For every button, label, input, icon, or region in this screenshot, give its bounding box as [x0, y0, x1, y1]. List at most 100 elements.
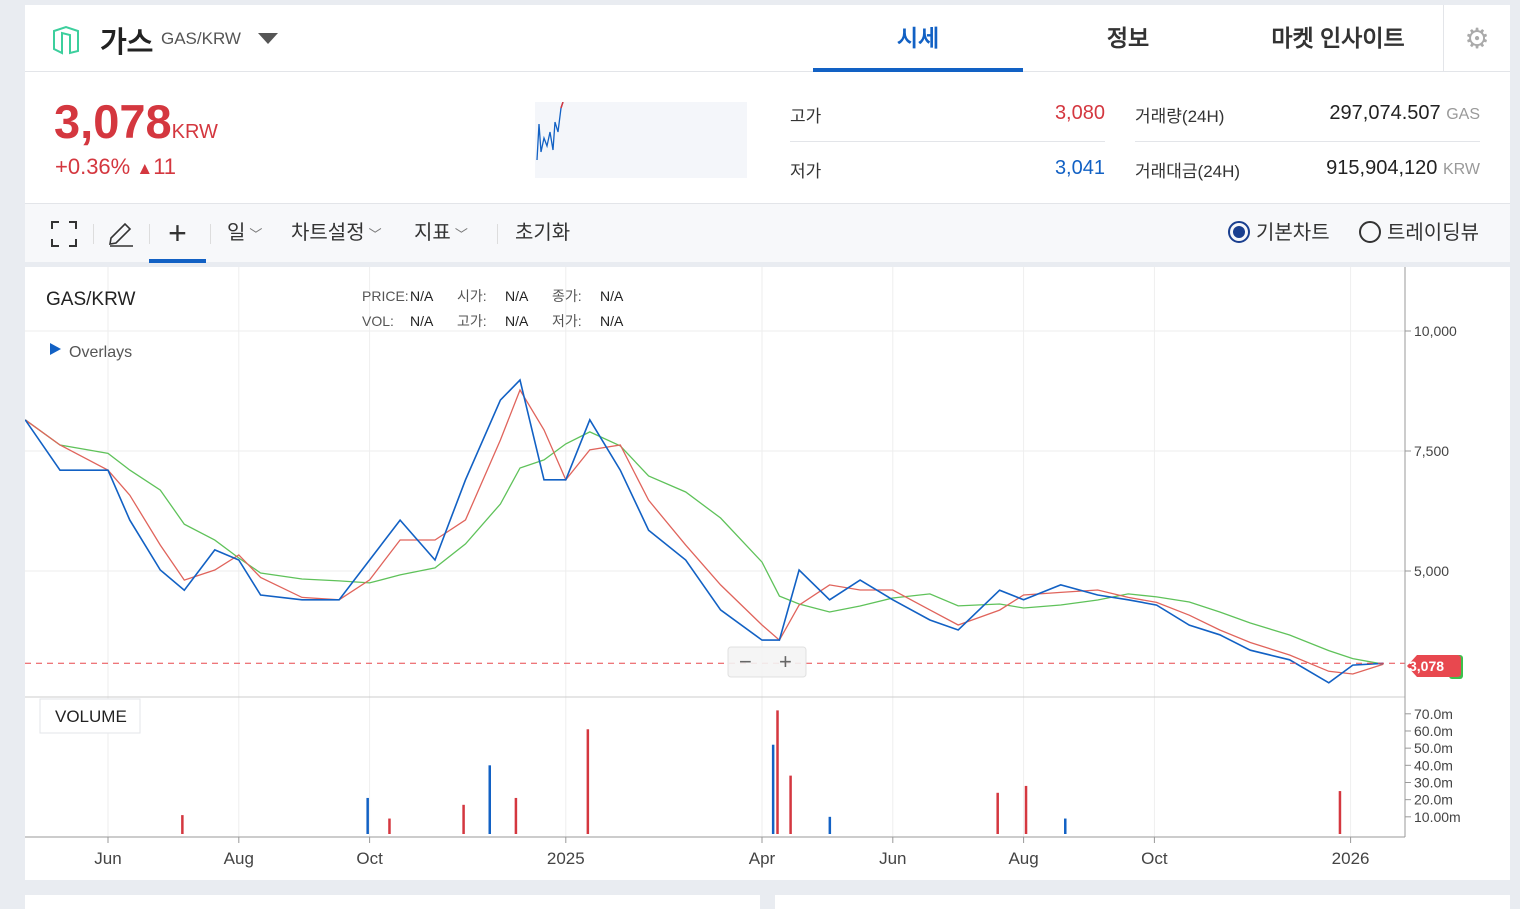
volume-number: 297,074.507 [1329, 102, 1441, 124]
x-tick-label: Aug [224, 849, 254, 868]
volume-tick-label: 60.0m [1414, 723, 1453, 739]
radio-label: 트레이딩뷰 [1387, 222, 1479, 244]
coin-dropdown-icon[interactable] [258, 33, 278, 44]
pair-label: GAS/KRW [161, 29, 241, 48]
fullscreen-icon[interactable] [51, 221, 77, 247]
x-tick-label: Aug [1008, 849, 1038, 868]
volume-bar [366, 797, 369, 834]
x-tick-label: Apr [749, 849, 776, 868]
up-arrow-icon: ▲ [136, 159, 154, 178]
x-tick-label: 2025 [547, 849, 585, 868]
y-tick-label: 7,500 [1414, 443, 1449, 459]
volume-bar [776, 710, 779, 834]
current-price-tag-text: 3,078 [1409, 658, 1444, 674]
legend-high-label: 고가: [457, 313, 487, 329]
chart-toolbar: + 일 ﹀ 차트설정 ﹀ 지표 ﹀ 초기화 기본차트 트레이딩뷰 [25, 203, 1510, 263]
ticker-info: 3,078KRW +0.36% ▲11 고가 3,080 저가 3,041 거래… [25, 72, 1510, 203]
low-value: 3,041 [1054, 157, 1105, 179]
x-tick-label: Jun [94, 849, 121, 868]
zoom-controls [727, 646, 807, 678]
radio-checked-icon [1228, 221, 1250, 243]
legend-vol: N/A [410, 313, 434, 329]
sparkline [535, 102, 747, 178]
legend-close: N/A [600, 288, 624, 304]
x-tick-label: Oct [356, 849, 383, 868]
zoom-out-button[interactable]: − [739, 649, 752, 674]
amount-label: 거래대금(24H) [1135, 162, 1241, 181]
chart-settings-label: 차트설정 [291, 222, 365, 244]
high-label: 고가 [790, 107, 822, 126]
high-value: 3,080 [1054, 102, 1105, 124]
tab-info[interactable]: 정보 [1106, 25, 1150, 51]
indicators-dropdown[interactable]: 지표 ﹀ [414, 204, 468, 263]
x-tick-label: Oct [1141, 849, 1168, 868]
overlays-toggle-icon[interactable] [50, 343, 61, 355]
price-value: 3,078 [54, 95, 172, 148]
volume-bar [586, 729, 590, 834]
volume-bar [789, 775, 792, 834]
chart-symbol: GAS/KRW [46, 289, 135, 310]
volume-bar [488, 765, 491, 834]
bottom-panel-right [775, 895, 1510, 909]
change-percent: +0.36% [55, 154, 131, 179]
gear-icon[interactable]: ⚙ [1443, 5, 1510, 72]
zoom-in-button[interactable]: + [779, 649, 792, 674]
interval-dropdown[interactable]: 일 ﹀ [227, 204, 262, 263]
volume-tick-label: 20.0m [1414, 792, 1453, 808]
radio-tradingview[interactable]: 트레이딩뷰 [1359, 204, 1479, 263]
volume-value: 297,074.507 GAS [1225, 102, 1480, 125]
legend-price: N/A [410, 288, 434, 304]
volume-label-box [39, 698, 141, 734]
volume-bar [1064, 818, 1067, 834]
y-tick-label: 10,000 [1414, 323, 1457, 339]
volume-tick-label: 30.0m [1414, 774, 1453, 790]
price-line [24, 378, 1384, 684]
volume-tick-label: 50.0m [1414, 740, 1453, 756]
amount-number: 915,904,120 [1326, 157, 1438, 179]
crosshair-icon[interactable]: + [149, 204, 206, 263]
volume-bar [181, 815, 184, 834]
legend-high: N/A [505, 313, 529, 329]
radio-basic-chart[interactable]: 기본차트 [1228, 204, 1330, 263]
tab-market-insight[interactable]: 마켓 인사이트 [1271, 25, 1405, 51]
volume-bar [388, 818, 391, 834]
low-label: 저가 [790, 162, 822, 181]
pencil-icon[interactable] [107, 220, 135, 248]
volume-tick-label: 10.00m [1414, 809, 1461, 825]
volume-tick-label: 70.0m [1414, 706, 1453, 722]
header: 가스 GAS/KRW 시세 정보 마켓 인사이트 ⚙ [25, 5, 1510, 72]
legend-close-label: 종가: [552, 288, 582, 304]
amount-value: 915,904,120 KRW [1225, 157, 1480, 180]
legend-vol-label: VOL: [362, 313, 394, 329]
amount-unit: KRW [1442, 161, 1480, 178]
legend-price-label: PRICE: [362, 288, 409, 304]
chevron-down-icon: ﹀ [249, 227, 263, 242]
chart-settings-dropdown[interactable]: 차트설정 ﹀ [291, 204, 382, 263]
overlays-toggle[interactable]: Overlays [69, 344, 132, 361]
y-tick-label: 5,000 [1414, 563, 1449, 579]
reset-button[interactable]: 초기화 [515, 222, 571, 244]
interval-label: 일 [227, 222, 246, 244]
neo-logo-icon [53, 25, 79, 55]
price-chart[interactable]: 10,000 7,500 5,000 70.0m 60.0m 50.0m 40.0m 30.0… [24, 267, 1510, 880]
chart-canvas[interactable]: 10,000 7,500 5,000 70.0m60.0m50.0m40.0m30.0… [24, 267, 1510, 880]
x-tick-label: 2026 [1332, 849, 1370, 868]
ma-long-line [24, 419, 1384, 665]
chevron-down-icon: ﹀ [368, 227, 382, 242]
volume-tick-label: 40.0m [1414, 757, 1453, 773]
volume-bar [514, 797, 518, 834]
tab-price[interactable]: 시세 [813, 5, 1023, 72]
radio-unchecked-icon [1359, 221, 1381, 243]
volume-bar [462, 804, 465, 834]
volume-bar [996, 792, 999, 834]
volume-unit: GAS [1446, 106, 1480, 123]
change-amount: 11 [153, 154, 177, 179]
price-currency: KRW [171, 121, 218, 143]
ohlc-legend: PRICE: N/A 시가: N/A 종가: N/A VOL: N/A 고가: … [362, 288, 624, 329]
legend-low-label: 저가: [552, 313, 582, 329]
legend-low: N/A [600, 313, 624, 329]
bottom-panel-left [25, 895, 760, 909]
current-price: 3,078KRW [54, 94, 218, 149]
coin-name: 가스 [100, 27, 154, 59]
price-change: +0.36% ▲11 [55, 154, 176, 180]
